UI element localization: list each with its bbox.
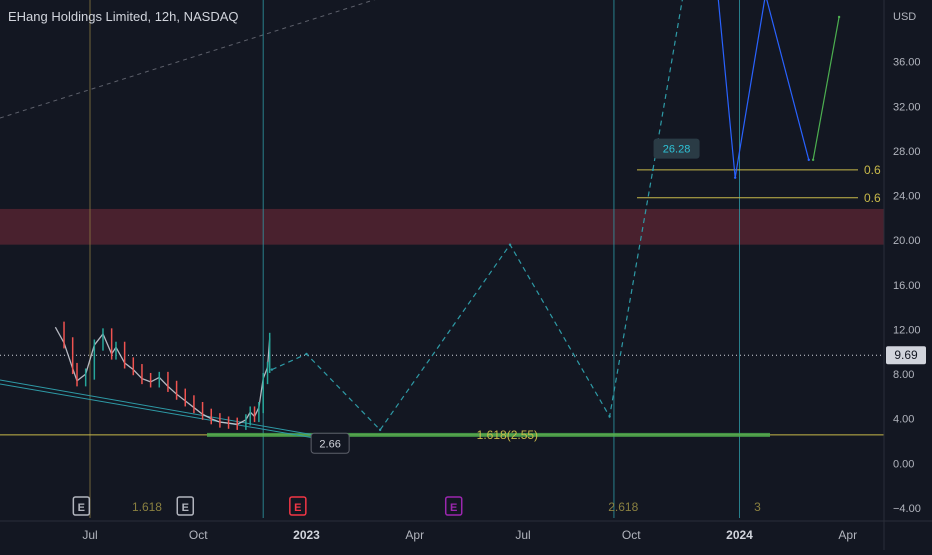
annotation-label-2: 1.618(2.55) (477, 428, 538, 442)
projection-series-1 (717, 0, 810, 178)
x-axis-tick-4: Jul (515, 528, 530, 542)
current-price-tag (886, 346, 926, 365)
annotation-box-0 (653, 138, 700, 159)
projection-point-0-3 (508, 243, 512, 246)
projection-point-0-0 (270, 368, 274, 371)
event-marker-box-1 (176, 496, 195, 516)
fib-level-label-0: 0.6 (864, 163, 881, 177)
resistance-zone (0, 208, 884, 245)
channel-line-lower (0, 383, 321, 440)
x-axis-tick-3: Apr (405, 528, 424, 542)
annotation-box-1 (310, 432, 350, 454)
event-marker-label-3: E (450, 502, 457, 514)
support-band (207, 432, 770, 437)
projection-point-0-2 (378, 428, 382, 432)
y-axis-tick-7: 8.00 (893, 369, 914, 381)
y-axis-tick-10: −4.00 (893, 503, 921, 515)
event-marker-label-0: E (78, 502, 85, 514)
y-axis-tick-0: 36.00 (893, 57, 921, 69)
y-axis-tick-8: 4.00 (893, 414, 914, 426)
y-axis-tick-9: 0.00 (893, 458, 914, 470)
annotation-label-5: 3 (754, 500, 761, 514)
projection-point-0-5 (651, 168, 655, 172)
y-axis-panel (884, 0, 932, 550)
channel-line-upper (0, 379, 321, 437)
projection-point-2-1 (837, 15, 841, 19)
x-axis-tick-5: Oct (622, 528, 641, 542)
y-axis-tick-4: 20.00 (893, 235, 921, 247)
projection-series-2 (812, 16, 840, 160)
projection-point-0-1 (305, 352, 308, 356)
x-axis-tick-0: Jul (82, 528, 97, 542)
trend-line-faint (0, 0, 376, 119)
annotation-label-1: 2.66 (319, 438, 340, 450)
x-axis-tick-1: Oct (189, 528, 208, 542)
x-axis-tick-7: Apr (838, 528, 857, 542)
projection-point-2-0 (811, 158, 815, 162)
chart-title: EHang Holdings Limited, 12h, NASDAQ (8, 9, 239, 24)
y-axis-tick-5: 16.00 (893, 280, 921, 292)
x-axis-tick-6: 2024 (726, 528, 753, 542)
fib-level-label-1: 0.6 (864, 191, 881, 205)
current-price-label: 9.69 (894, 348, 918, 362)
y-axis-unit-label: USD (893, 11, 916, 23)
y-axis-tick-2: 28.00 (893, 146, 921, 158)
annotation-label-0: 26.28 (663, 144, 691, 156)
event-marker-label-2: E (294, 502, 301, 514)
annotation-label-4: 2.618 (608, 500, 638, 514)
event-marker-label-1: E (182, 502, 189, 514)
projection-point-1-3 (807, 158, 810, 162)
y-axis-tick-1: 32.00 (893, 101, 921, 113)
x-axis-tick-2: 2023 (293, 528, 320, 542)
event-marker-box-2 (289, 496, 307, 516)
projection-point-1-1 (733, 176, 737, 179)
annotation-label-3: 1.618 (132, 500, 162, 514)
price-path (54, 326, 271, 425)
event-marker-box-0 (72, 496, 91, 516)
y-axis-tick-6: 12.00 (893, 324, 921, 336)
event-marker-box-3 (444, 496, 463, 516)
y-axis-tick-3: 24.00 (893, 191, 921, 203)
projection-point-0-4 (608, 415, 611, 418)
